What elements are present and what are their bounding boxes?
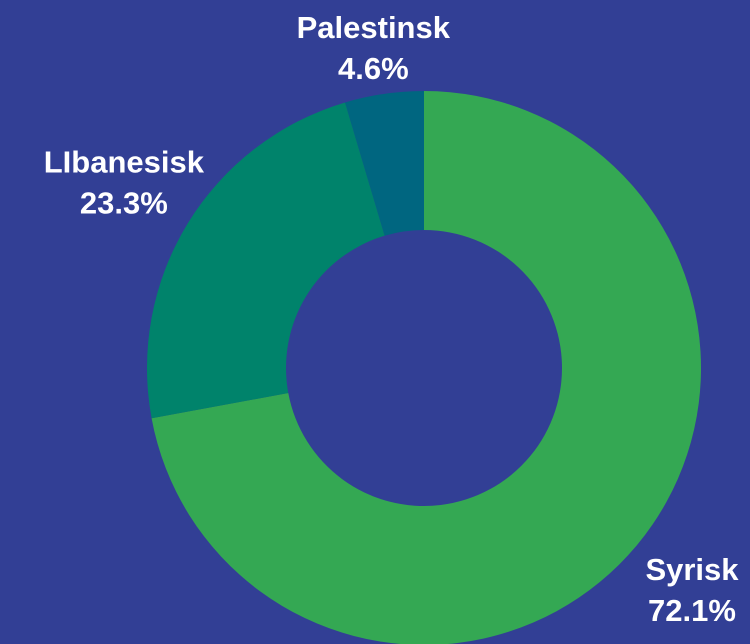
donut-slice xyxy=(147,102,385,419)
slice-value: 4.6% xyxy=(338,51,409,86)
donut-slice xyxy=(151,91,701,644)
donut-slice xyxy=(345,91,424,236)
slice-name: LIbanesisk xyxy=(44,144,205,179)
slice-name: Palestinsk xyxy=(297,10,451,45)
slice-value: 23.3% xyxy=(80,185,168,220)
slice-name: Syrisk xyxy=(645,552,739,587)
slice-value: 72.1% xyxy=(648,593,736,628)
